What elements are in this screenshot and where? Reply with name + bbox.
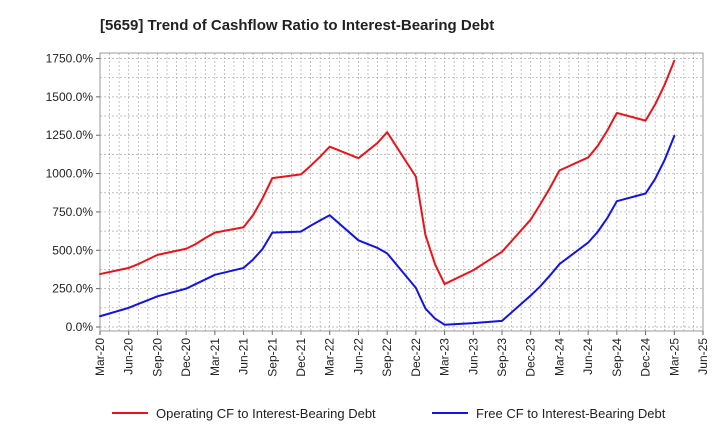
y-tick-label: 1750.0% <box>46 52 94 66</box>
y-tick-label: 0.0% <box>66 320 94 334</box>
legend: Operating CF to Interest-Bearing Debt Fre… <box>112 406 666 421</box>
grid-layer <box>99 53 704 331</box>
legend-label-1: Operating CF to Interest-Bearing Debt <box>156 406 376 421</box>
y-tick-label: 1000.0% <box>46 167 94 181</box>
x-tick-label: Dec-21 <box>294 338 308 377</box>
y-tick-label: 250.0% <box>52 282 93 296</box>
x-tick-label: Jun-21 <box>237 338 251 375</box>
x-tick-label: Mar-24 <box>552 338 566 376</box>
x-tick-label: Dec-23 <box>524 338 538 377</box>
x-tick-label: Sep-24 <box>610 338 624 377</box>
x-tick-label: Jun-22 <box>351 338 365 375</box>
x-tick-label: Jun-23 <box>466 338 480 375</box>
y-tick-label: 1500.0% <box>46 90 94 104</box>
x-tick-label: Sep-21 <box>265 338 279 377</box>
x-tick-label: Sep-20 <box>150 338 164 377</box>
x-tick-label: Dec-24 <box>639 338 653 377</box>
x-tick-label: Sep-22 <box>380 338 394 377</box>
series-line-1 <box>99 59 676 286</box>
x-tick-label: Mar-25 <box>667 338 681 376</box>
x-tick-label: Mar-20 <box>93 338 107 376</box>
y-axis: 0.0% 250.0% 500.0% 750.0% 1000.0% 1250.0% 1500… <box>46 52 100 334</box>
x-tick-label: Mar-22 <box>323 338 337 376</box>
legend-label-2: Free CF to Interest-Bearing Debt <box>476 406 666 421</box>
x-tick-label: Jun-20 <box>122 338 136 375</box>
x-tick-label: Mar-21 <box>208 338 222 376</box>
x-tick-label: Dec-22 <box>409 338 423 377</box>
x-tick-label: Mar-23 <box>438 338 452 376</box>
chart-title: [5659] Trend of Cashflow Ratio to Intere… <box>100 17 494 34</box>
x-tick-label: Jun-25 <box>696 338 710 375</box>
plot-frame <box>99 52 704 332</box>
x-tick-label: Dec-20 <box>179 338 193 377</box>
x-tick-label: Sep-23 <box>495 338 509 377</box>
y-tick-label: 1250.0% <box>46 128 94 142</box>
series-line-2 <box>99 134 676 326</box>
x-tick-label: Jun-24 <box>581 338 595 375</box>
x-axis: Mar-20 Jun-20 Sep-20 Dec-20 Mar-21 Jun-21 Sep-… <box>93 331 710 377</box>
series-layer <box>99 59 676 326</box>
y-tick-label: 500.0% <box>52 243 93 257</box>
y-tick-label: 750.0% <box>52 205 93 219</box>
